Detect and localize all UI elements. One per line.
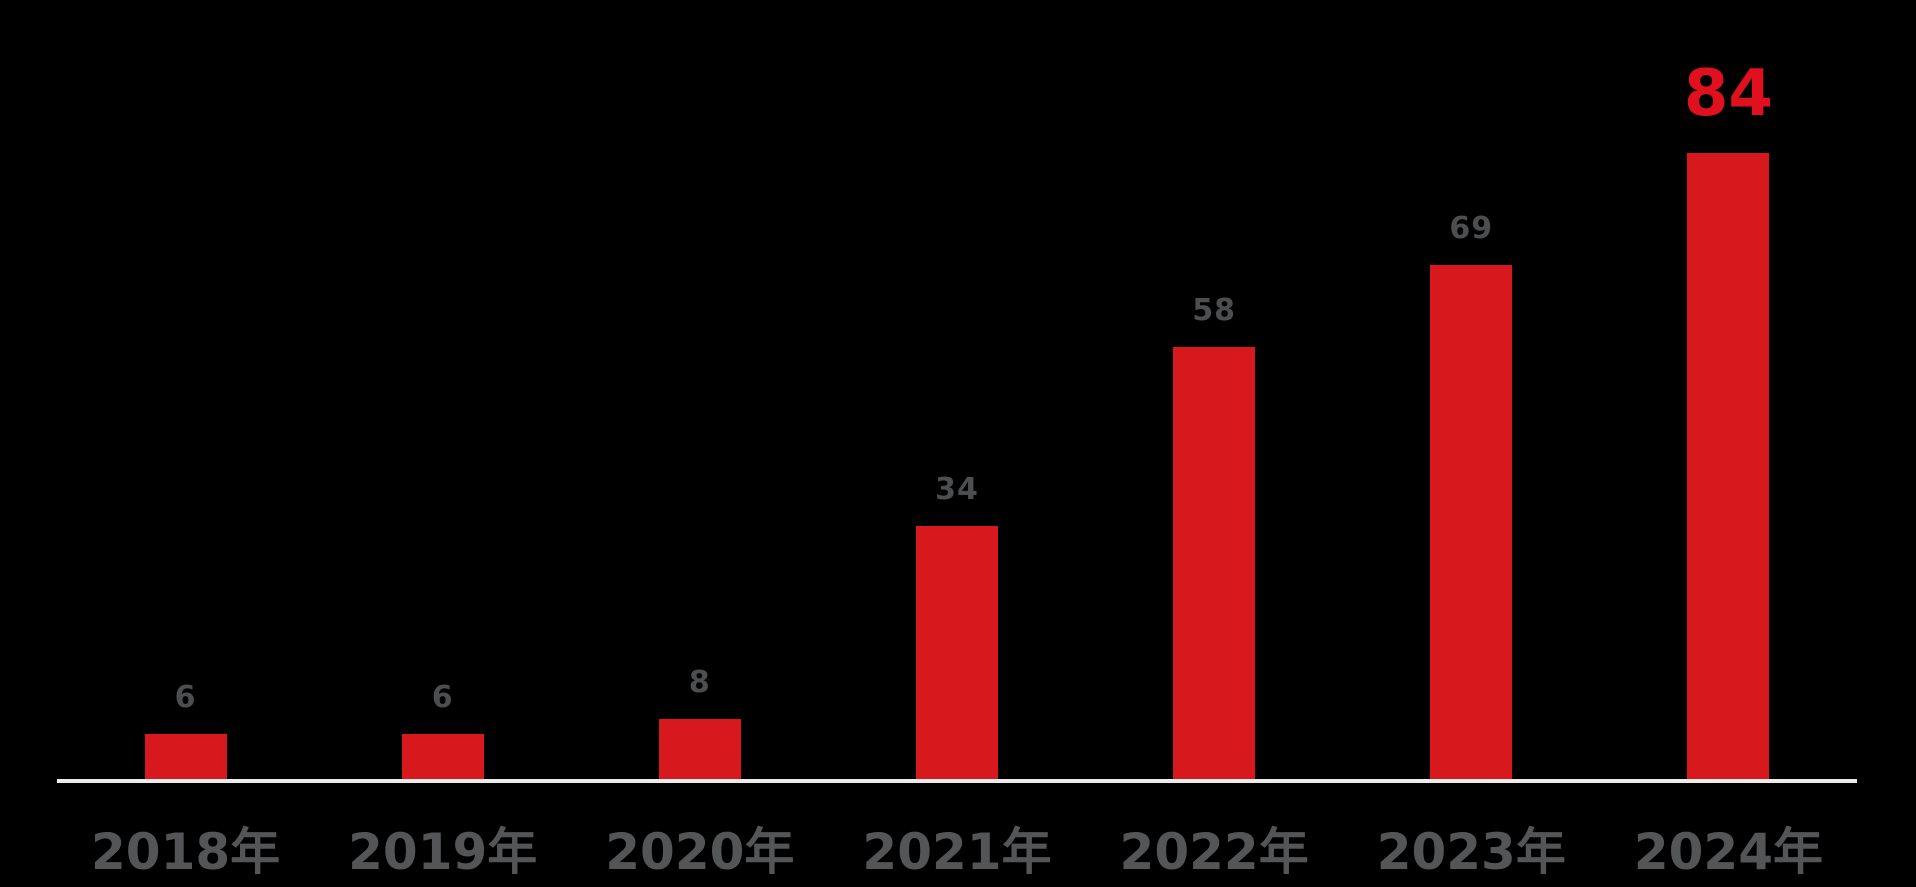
value-label-highlight: 84 (1683, 57, 1773, 131)
plot-area: 6 6 8 34 58 69 84 (57, 0, 1857, 783)
x-tick-label: 2021年 (862, 823, 1052, 881)
value-label: 34 (935, 472, 979, 507)
bar (658, 719, 741, 779)
bar (1430, 265, 1513, 779)
x-tick-label: 2023年 (1376, 823, 1566, 881)
x-axis-labels: 2018年 2019年 2020年 2021年 2022年 2023年 2024年 (57, 783, 1857, 877)
bar (915, 526, 998, 779)
bar-column: 58 (1086, 296, 1343, 779)
value-label: 6 (431, 680, 454, 715)
value-label: 69 (1449, 211, 1494, 246)
bar-column: 6 (314, 683, 571, 779)
value-label: 6 (174, 680, 197, 715)
bar-chart: 6 6 8 34 58 69 84 2018年 2019年 2020年 2021年 2022年 202… (57, 0, 1857, 877)
x-tick-label: 2019年 (348, 823, 538, 881)
bar-column: 8 (571, 668, 828, 779)
x-tick-label: 2022年 (1119, 823, 1309, 881)
bar (1173, 347, 1256, 779)
value-label: 58 (1192, 293, 1236, 328)
bar-column: 69 (1343, 214, 1600, 779)
bar (144, 734, 227, 779)
x-tick-label: 2020年 (605, 823, 795, 881)
bar-column: 34 (828, 475, 1085, 779)
x-tick-label: 2018年 (90, 823, 281, 881)
bar (1687, 153, 1770, 779)
bar-column: 84 (1600, 62, 1857, 779)
bar (401, 734, 484, 779)
bar-column: 6 (57, 683, 314, 779)
value-label: 8 (688, 665, 711, 700)
x-tick-label: 2024年 (1633, 823, 1823, 881)
